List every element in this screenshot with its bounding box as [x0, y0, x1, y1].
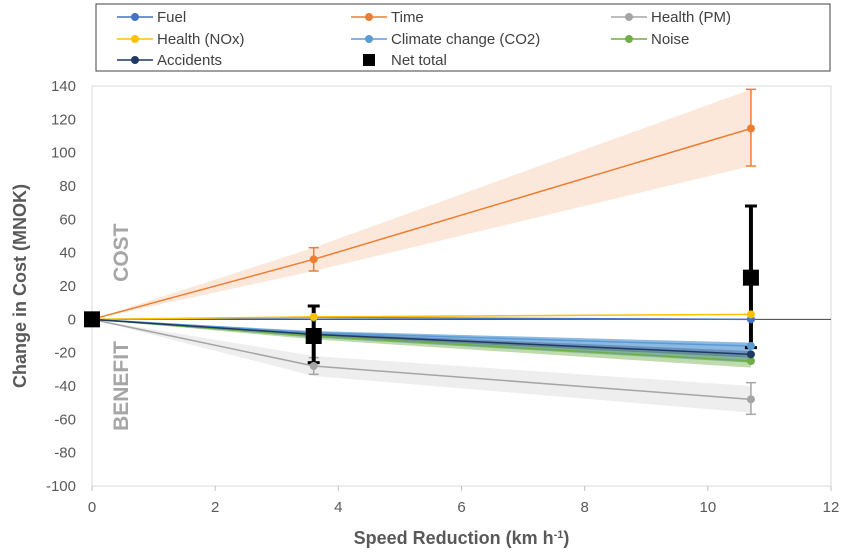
x-tick-label: 10: [699, 499, 716, 516]
point-health-nox-: [746, 310, 755, 319]
legend-label-net-total: Net total: [391, 52, 447, 69]
y-tick-label: 100: [51, 145, 76, 162]
x-tick-label: 6: [457, 499, 465, 516]
legend-label-fuel: Fuel: [157, 9, 186, 26]
legend-marker-net-total: [363, 54, 375, 66]
legend-marker-noise: [625, 35, 633, 43]
band-accidents: [92, 319, 751, 358]
band-health-pm-: [92, 319, 751, 413]
axes: -100 -80 -60 -40 -20 0 20 40 60 80 100 120 140 0 2 4 6 8 1…: [10, 78, 839, 548]
y-tick-label: 0: [68, 311, 76, 328]
legend-label-time: Time: [391, 9, 424, 26]
legend-label-accidents: Accidents: [157, 52, 222, 69]
y-axis-title: Change in Cost (MNOK): [10, 184, 30, 388]
legend-marker-fuel: [131, 13, 139, 21]
annotation-benefit: BENEFIT: [110, 341, 133, 431]
x-tick-label: 2: [211, 499, 219, 516]
y-tick-label: 20: [59, 278, 76, 295]
y-tick-label: -20: [54, 345, 76, 362]
legend-marker-health-nox-: [131, 35, 139, 43]
point-accidents: [746, 350, 755, 359]
point-health-nox-: [309, 312, 318, 321]
y-tick-label: -60: [54, 411, 76, 428]
x-tick-label: 4: [334, 499, 342, 516]
x-tick-label: 12: [823, 499, 840, 516]
point-net-total: [305, 328, 322, 344]
point-climate-change-co2-: [746, 342, 755, 350]
legend-marker-accidents: [131, 56, 139, 64]
point-time: [746, 124, 755, 133]
confidence-bands: [92, 89, 751, 413]
annotations: COST BENEFIT: [110, 223, 133, 431]
point-net-total: [742, 269, 759, 286]
y-tick-label: -100: [46, 478, 76, 495]
legend-label-health-nox-: Health (NOx): [157, 31, 245, 48]
legend-label-health-pm-: Health (PM): [651, 9, 731, 26]
y-tick-label: 40: [59, 245, 76, 262]
legend-marker-time: [365, 13, 373, 21]
y-tick-label: 60: [59, 211, 76, 228]
point-time: [309, 255, 318, 264]
point-health-pm-: [746, 395, 755, 404]
series-markers: [84, 124, 759, 404]
x-tick-label: 8: [580, 499, 588, 516]
legend-label-climate-change-co2-: Climate change (CO2): [391, 31, 540, 48]
legend: Fuel Time Health (PM) Health (NOx) Climate c…: [95, 3, 831, 72]
legend-label-noise: Noise: [651, 31, 689, 48]
y-tick-label: 140: [51, 78, 76, 95]
y-tick-label: -80: [54, 445, 76, 462]
x-tick-label: 0: [88, 499, 96, 516]
y-tick-label: 120: [51, 111, 76, 128]
point-noise: [746, 357, 755, 365]
y-tick-label: 80: [59, 178, 76, 195]
annotation-cost: COST: [110, 223, 133, 282]
band-time: [92, 89, 751, 320]
legend-marker-health-pm-: [625, 13, 633, 21]
legend-marker-climate-change-co2-: [365, 35, 373, 43]
point-net-total: [84, 311, 100, 328]
y-tick-label: -40: [54, 378, 76, 395]
x-axis-title: Speed Reduction (km h-1): [354, 528, 570, 548]
point-health-pm-: [309, 362, 318, 370]
legend-box: [95, 3, 831, 72]
